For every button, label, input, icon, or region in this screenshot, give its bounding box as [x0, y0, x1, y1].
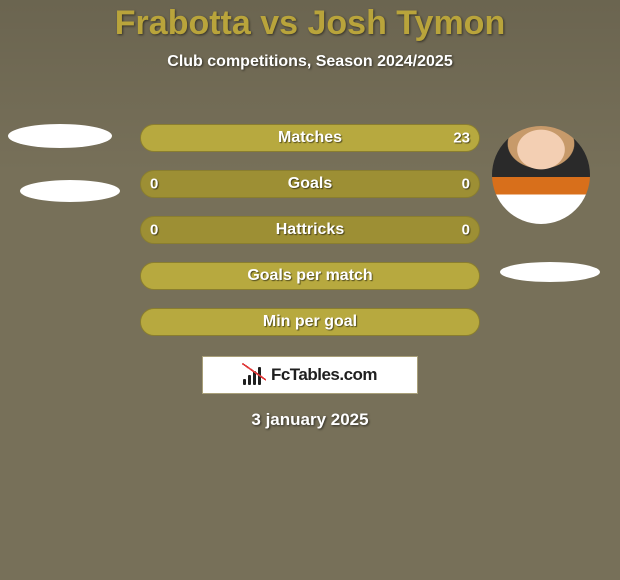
comparison-card: Frabotta vs Josh Tymon Club competitions… — [0, 0, 620, 580]
page-title: Frabotta vs Josh Tymon — [0, 0, 620, 43]
stat-row: Min per goal — [140, 308, 480, 336]
stat-row: Matches23 — [140, 124, 480, 152]
stat-row: Goals0 0 — [140, 170, 480, 198]
stat-row: Hattricks0 0 — [140, 216, 480, 244]
stat-bars: Matches23Goals00Hattricks00Goals per mat… — [140, 124, 480, 354]
player-photo-right — [492, 126, 590, 224]
stat-value-right: 0 — [462, 176, 470, 193]
stat-label: Hattricks — [140, 221, 480, 239]
stat-label: Goals per match — [140, 267, 480, 285]
stat-value-left: 0 — [150, 176, 158, 193]
logo-bars-icon — [243, 365, 265, 385]
player-placeholder-left — [8, 124, 112, 148]
fctables-logo: FcTables.com — [202, 356, 418, 394]
player-placeholder-left — [20, 180, 120, 202]
subtitle: Club competitions, Season 2024/2025 — [0, 53, 620, 71]
stat-label: Matches — [140, 129, 480, 147]
stat-row: Goals per match — [140, 262, 480, 290]
player-shadow-right — [500, 262, 600, 282]
stat-value-right: 23 — [453, 130, 470, 147]
stat-label: Goals — [140, 175, 480, 193]
stat-value-left: 0 — [150, 222, 158, 239]
content: Frabotta vs Josh Tymon Club competitions… — [0, 0, 620, 71]
date-label: 3 january 2025 — [0, 410, 620, 430]
stat-value-right: 0 — [462, 222, 470, 239]
stat-label: Min per goal — [140, 313, 480, 331]
logo-text: FcTables.com — [271, 365, 377, 385]
